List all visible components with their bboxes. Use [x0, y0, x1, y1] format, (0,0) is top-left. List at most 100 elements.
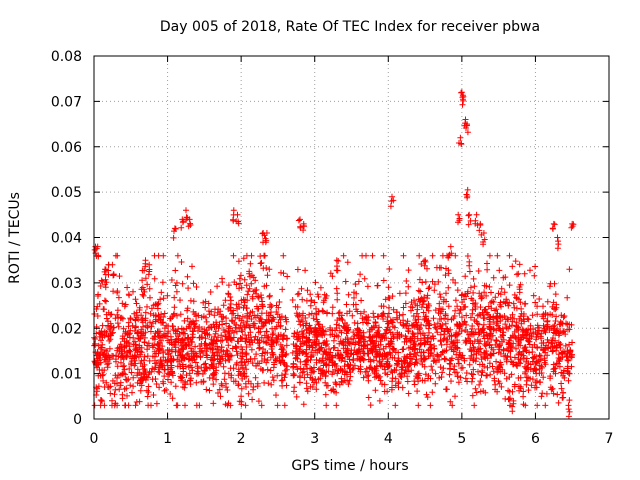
data-point	[223, 384, 230, 391]
data-point	[414, 330, 421, 337]
data-point	[553, 347, 560, 354]
data-point	[412, 317, 419, 323]
data-point	[228, 374, 235, 381]
data-point	[203, 318, 210, 325]
data-point	[276, 299, 283, 305]
data-point	[229, 345, 236, 352]
data-point	[122, 352, 129, 359]
data-point	[102, 284, 109, 291]
data-point	[219, 275, 225, 282]
data-point	[254, 383, 261, 390]
data-point	[351, 347, 358, 354]
data-point	[182, 335, 188, 342]
data-point	[462, 375, 469, 382]
data-point	[177, 311, 184, 318]
x-axis-title: GPS time / hours	[291, 458, 408, 474]
data-point	[539, 390, 546, 397]
data-point	[242, 332, 249, 338]
data-point	[455, 354, 462, 361]
data-point	[235, 338, 242, 345]
data-point	[370, 314, 377, 321]
data-point	[455, 379, 462, 386]
data-point	[151, 348, 158, 355]
data-point	[426, 321, 433, 328]
data-point	[267, 367, 274, 374]
data-point	[418, 321, 425, 328]
data-point	[220, 363, 227, 370]
data-point	[364, 283, 371, 290]
data-point	[243, 366, 250, 373]
data-point	[114, 402, 121, 409]
data-point	[155, 368, 162, 375]
data-point	[227, 365, 234, 372]
data-point	[252, 374, 259, 381]
data-point	[344, 353, 351, 360]
data-point	[437, 294, 444, 301]
data-point	[475, 268, 482, 274]
data-point	[472, 300, 479, 307]
data-point	[525, 360, 532, 367]
data-point	[425, 301, 432, 307]
data-point	[260, 338, 267, 345]
data-point	[100, 377, 107, 384]
data-point	[505, 302, 512, 309]
data-point	[154, 305, 161, 312]
data-point	[342, 278, 349, 285]
data-point	[262, 349, 268, 356]
data-point	[544, 298, 551, 305]
data-point	[403, 335, 410, 342]
data-point	[313, 379, 320, 386]
data-point	[392, 382, 399, 389]
data-point	[120, 325, 127, 332]
data-point	[294, 355, 301, 362]
data-point	[223, 320, 230, 327]
data-point	[480, 325, 487, 332]
data-point	[293, 354, 300, 361]
data-point	[467, 314, 474, 321]
data-point	[294, 336, 301, 343]
data-point	[479, 367, 485, 374]
data-point	[247, 260, 254, 267]
data-point	[180, 346, 187, 353]
data-point	[462, 327, 469, 333]
data-point	[517, 383, 524, 390]
data-point	[252, 287, 259, 294]
data-point	[258, 310, 265, 317]
data-point	[446, 251, 453, 258]
data-point	[129, 389, 135, 396]
data-point	[529, 344, 536, 351]
data-point	[172, 267, 179, 274]
data-point	[311, 334, 318, 340]
data-point	[266, 292, 273, 299]
data-point	[417, 330, 424, 337]
data-point	[179, 345, 186, 352]
data-point	[550, 299, 557, 306]
data-point	[186, 355, 193, 362]
data-point	[487, 299, 494, 306]
data-point	[521, 318, 528, 325]
data-point	[265, 333, 272, 340]
data-point	[343, 330, 350, 337]
data-point	[277, 322, 284, 329]
data-point	[263, 282, 270, 289]
data-point	[536, 362, 543, 369]
data-point	[182, 380, 189, 386]
data-point	[218, 313, 225, 320]
data-point	[227, 304, 234, 311]
data-point	[536, 370, 543, 377]
data-point	[233, 360, 240, 366]
data-point	[511, 291, 518, 298]
data-point	[174, 312, 180, 319]
data-point	[259, 323, 266, 330]
data-point	[146, 285, 153, 292]
data-point	[472, 217, 479, 224]
data-point	[350, 357, 357, 364]
data-point	[457, 134, 464, 141]
data-point	[114, 380, 120, 387]
data-point	[270, 340, 277, 346]
data-point	[457, 306, 464, 312]
data-point	[255, 294, 262, 301]
data-point	[213, 349, 220, 356]
data-point	[274, 336, 281, 343]
data-point	[139, 284, 146, 291]
